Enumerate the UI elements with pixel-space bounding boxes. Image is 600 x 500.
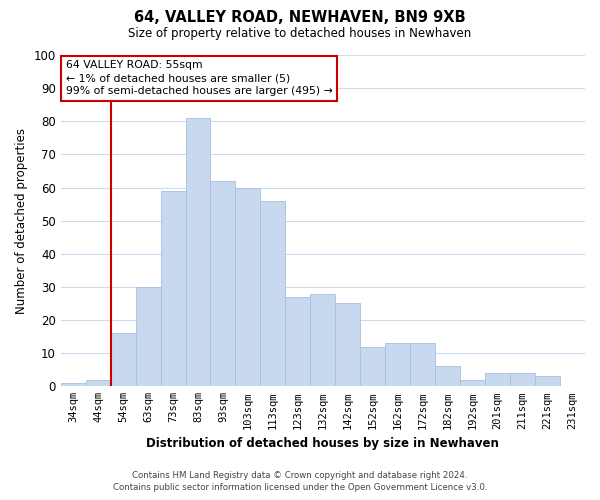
- Bar: [211, 181, 235, 386]
- Text: Size of property relative to detached houses in Newhaven: Size of property relative to detached ho…: [128, 28, 472, 40]
- X-axis label: Distribution of detached houses by size in Newhaven: Distribution of detached houses by size …: [146, 437, 499, 450]
- Bar: [61, 383, 86, 386]
- Bar: [110, 334, 136, 386]
- Bar: [235, 188, 260, 386]
- Bar: [410, 343, 435, 386]
- Bar: [485, 373, 510, 386]
- Bar: [286, 297, 310, 386]
- Bar: [435, 366, 460, 386]
- Y-axis label: Number of detached properties: Number of detached properties: [15, 128, 28, 314]
- Bar: [385, 343, 410, 386]
- Text: Contains HM Land Registry data © Crown copyright and database right 2024.
Contai: Contains HM Land Registry data © Crown c…: [113, 471, 487, 492]
- Bar: [161, 191, 185, 386]
- Bar: [260, 201, 286, 386]
- Text: 64 VALLEY ROAD: 55sqm
← 1% of detached houses are smaller (5)
99% of semi-detach: 64 VALLEY ROAD: 55sqm ← 1% of detached h…: [65, 60, 332, 96]
- Bar: [510, 373, 535, 386]
- Bar: [535, 376, 560, 386]
- Bar: [185, 118, 211, 386]
- Bar: [335, 304, 360, 386]
- Bar: [86, 380, 110, 386]
- Text: 64, VALLEY ROAD, NEWHAVEN, BN9 9XB: 64, VALLEY ROAD, NEWHAVEN, BN9 9XB: [134, 10, 466, 25]
- Bar: [136, 287, 161, 386]
- Bar: [460, 380, 485, 386]
- Bar: [310, 294, 335, 386]
- Bar: [360, 346, 385, 387]
